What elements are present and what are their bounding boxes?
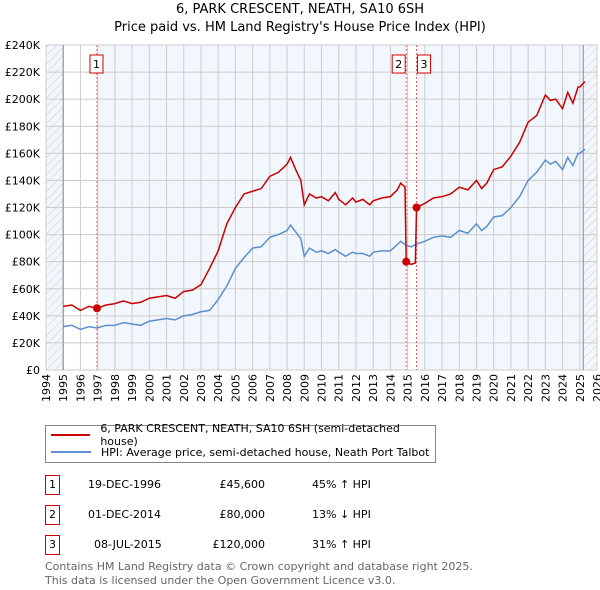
sale-point xyxy=(402,257,411,266)
y-tick-label: £180K xyxy=(5,120,41,133)
x-tick-label: 1994 xyxy=(40,374,53,402)
x-tick-label: 2022 xyxy=(522,374,535,402)
sale-hpi: 31% ↑ HPI xyxy=(312,538,371,551)
sale-date: 19-DEC-1996 xyxy=(88,478,162,491)
legend-item-hpi: HPI: Average price, semi-detached house,… xyxy=(51,444,429,460)
sale-marker-label: 1 xyxy=(93,58,100,71)
x-tick-label: 2012 xyxy=(350,374,363,402)
x-tick-label: 2020 xyxy=(488,374,501,402)
x-tick-label: 2026 xyxy=(591,374,600,402)
legend-label: 6, PARK CRESCENT, NEATH, SA10 6SH (semi-… xyxy=(100,422,400,448)
x-tick-label: 2013 xyxy=(367,374,380,402)
x-tick-label: 2006 xyxy=(247,374,260,402)
x-tick-label: 1995 xyxy=(57,374,70,402)
sale-date: 01-DEC-2014 xyxy=(88,508,162,521)
sale-row: 2 01-DEC-2014 £80,000 13% ↓ HPI xyxy=(45,505,445,525)
y-tick-label: £140K xyxy=(5,174,41,187)
x-tick-label: 2000 xyxy=(143,374,156,402)
y-tick-label: £100K xyxy=(5,229,41,242)
sale-marker-box xyxy=(89,54,104,74)
sale-price: £120,000 xyxy=(212,538,266,551)
sale-marker-label: 2 xyxy=(395,58,402,71)
sale-marker-badge: 2 xyxy=(45,505,60,525)
property-price-line xyxy=(63,81,586,312)
x-tick-label: 2010 xyxy=(316,374,329,402)
sale-point xyxy=(92,304,101,313)
sale-marker-label: 3 xyxy=(421,58,428,71)
x-tick-label: 1996 xyxy=(74,374,87,402)
y-tick-label: £160K xyxy=(5,147,41,160)
legend-swatch-red xyxy=(51,434,91,436)
plot-area: 1994 1995 1996 1997 1998 1999 2000 2001 2002 2003… xyxy=(5,39,600,402)
sale-hpi: 13% ↓ HPI xyxy=(312,508,371,521)
sale-marker-badge: 1 xyxy=(45,475,60,495)
x-tick-label: 2017 xyxy=(436,374,449,402)
sale-row: 1 19-DEC-1996 £45,600 45% ↑ HPI xyxy=(45,475,445,495)
sale-marker-box xyxy=(391,54,406,74)
x-tick-label: 2003 xyxy=(195,374,208,402)
x-tick-label: 2014 xyxy=(384,374,397,402)
x-tick-label: 2016 xyxy=(419,374,432,402)
y-tick-label: £20K xyxy=(12,337,41,350)
x-tick-label: 2004 xyxy=(212,374,225,402)
x-tick-label: 2001 xyxy=(161,374,174,402)
y-tick-label: £0 xyxy=(26,364,40,377)
sale-date: 08-JUL-2015 xyxy=(94,538,162,551)
x-tick-label: 2018 xyxy=(453,374,466,402)
x-tick-label: 2009 xyxy=(298,374,311,402)
y-tick-label: £200K xyxy=(5,93,41,106)
y-tick-label: £60K xyxy=(12,283,41,296)
sale-price: £45,600 xyxy=(219,478,266,491)
chart-title: 6, PARK CRESCENT, NEATH, SA10 6SH xyxy=(175,2,425,17)
y-tick-label: £220K xyxy=(5,66,41,79)
chart-subtitle: Price paid vs. HM Land Registry's House … xyxy=(114,20,486,35)
legend-swatch-blue xyxy=(51,451,91,453)
x-tick-label: 2023 xyxy=(539,374,552,402)
x-tick-label: 2002 xyxy=(178,374,191,402)
x-tick-label: 1999 xyxy=(126,374,139,402)
y-tick-label: £240K xyxy=(5,39,41,52)
sale-point xyxy=(412,203,421,212)
sale-price: £80,000 xyxy=(219,508,266,521)
hpi-line xyxy=(63,148,586,331)
footer-licence: This data is licensed under the Open Gov… xyxy=(45,574,396,587)
x-tick-label: 2005 xyxy=(229,374,242,402)
y-tick-label: £120K xyxy=(5,202,41,215)
x-tick-label: 2024 xyxy=(557,374,570,402)
sale-row: 3 08-JUL-2015 £120,000 31% ↑ HPI xyxy=(45,535,445,555)
x-tick-label: 2007 xyxy=(264,374,277,402)
y-tick-label: £40K xyxy=(12,310,41,323)
legend-label: HPI: Average price, semi-detached house,… xyxy=(101,445,430,459)
legend: 6, PARK CRESCENT, NEATH, SA10 6SH (semi-… xyxy=(45,422,436,463)
x-tick-label: 2019 xyxy=(470,374,483,402)
x-tick-label: 2008 xyxy=(281,374,294,402)
x-tick-label: 1998 xyxy=(109,374,122,402)
x-tick-label: 2021 xyxy=(505,374,518,402)
x-tick-label: 2015 xyxy=(402,374,415,402)
y-tick-label: £80K xyxy=(12,256,41,269)
x-tick-label: 2011 xyxy=(333,374,346,402)
footer-copyright: Contains HM Land Registry data © Crown c… xyxy=(45,560,473,573)
x-tick-label: 2025 xyxy=(574,374,587,402)
sale-marker-box xyxy=(417,54,432,74)
legend-item-property: 6, PARK CRESCENT, NEATH, SA10 6SH (semi-… xyxy=(51,422,435,448)
sale-hpi: 45% ↑ HPI xyxy=(312,478,371,491)
x-tick-label: 1997 xyxy=(92,374,105,402)
sale-marker-badge: 3 xyxy=(45,535,60,555)
